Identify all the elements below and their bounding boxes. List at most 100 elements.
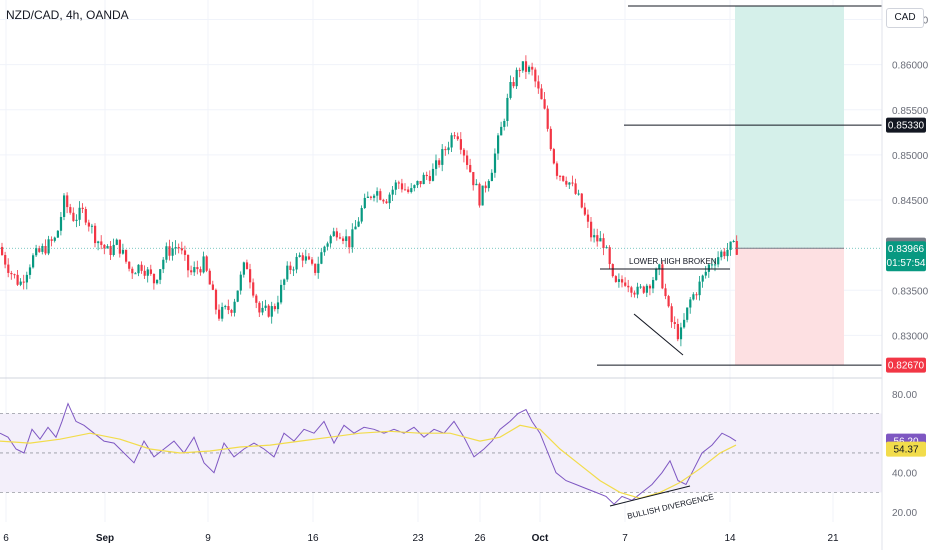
candle-body bbox=[214, 289, 218, 310]
level-lines bbox=[0, 5, 882, 366]
candle-body bbox=[617, 279, 621, 282]
candle-body bbox=[103, 244, 106, 249]
candle-body bbox=[329, 236, 332, 244]
candle-body bbox=[162, 259, 165, 270]
candle-body bbox=[373, 195, 376, 198]
x-tick-label: 16 bbox=[307, 533, 319, 544]
candle-body bbox=[726, 249, 729, 257]
candle-body bbox=[342, 238, 345, 241]
candle-body bbox=[661, 264, 664, 289]
candle-body bbox=[56, 230, 59, 238]
candle-body bbox=[171, 248, 174, 256]
divergence-trendline bbox=[633, 313, 684, 356]
candle-body bbox=[456, 136, 459, 140]
candle-body bbox=[354, 226, 357, 230]
candle-body bbox=[546, 108, 549, 129]
candle-body bbox=[146, 269, 149, 276]
candle-body bbox=[673, 322, 676, 325]
candle-body bbox=[689, 299, 692, 308]
candle-body bbox=[156, 279, 159, 284]
candle-body bbox=[686, 307, 689, 320]
candle-body bbox=[385, 201, 388, 204]
currency-button[interactable]: CAD bbox=[886, 8, 924, 28]
candle-body bbox=[692, 294, 695, 300]
candle-body bbox=[59, 216, 63, 231]
candle-body bbox=[360, 208, 363, 222]
candle-body bbox=[667, 296, 670, 307]
candle-body bbox=[497, 135, 500, 154]
candle-body bbox=[335, 231, 338, 238]
candle-body bbox=[233, 301, 236, 313]
candle-body bbox=[69, 207, 72, 213]
stop-loss-tag-text: 0.82670 bbox=[888, 361, 925, 372]
x-tick-label: 26 bbox=[474, 533, 486, 544]
candle-body bbox=[676, 324, 679, 340]
candle-body bbox=[469, 164, 472, 173]
candle-body bbox=[555, 163, 559, 176]
candle-body bbox=[503, 120, 506, 127]
y-tick-label: 0.86000 bbox=[892, 61, 929, 72]
candle-body bbox=[633, 292, 636, 295]
candle-body bbox=[593, 235, 596, 238]
candle-body bbox=[521, 61, 524, 71]
candle-body bbox=[317, 263, 320, 273]
candle-body bbox=[106, 246, 109, 249]
candle-body bbox=[583, 207, 586, 215]
candle-body bbox=[528, 66, 531, 72]
candle-body bbox=[314, 263, 317, 273]
candle-body bbox=[444, 149, 447, 151]
candle-body bbox=[125, 249, 128, 262]
rsi-tick-label: 80.00 bbox=[892, 390, 917, 401]
candle-body bbox=[224, 306, 227, 308]
candle-body bbox=[149, 269, 152, 274]
candle-body bbox=[87, 222, 90, 227]
candle-body bbox=[32, 255, 35, 268]
candle-body bbox=[571, 182, 574, 184]
candle-body bbox=[81, 207, 84, 210]
candle-body bbox=[404, 189, 407, 191]
candle-body bbox=[586, 214, 590, 222]
candle-body bbox=[44, 246, 47, 254]
candle-body bbox=[41, 246, 44, 252]
candle-body bbox=[28, 267, 32, 275]
rsi-ma-tag bbox=[886, 441, 926, 457]
candle-body bbox=[611, 264, 614, 277]
candle-body bbox=[1, 246, 4, 256]
candle-body bbox=[7, 264, 10, 273]
candle-body bbox=[283, 279, 286, 285]
candle-body bbox=[199, 269, 202, 273]
symbol-title: NZD/CAD, 4h, OANDA bbox=[6, 8, 129, 22]
candle-body bbox=[391, 189, 394, 195]
candle-body bbox=[466, 155, 469, 165]
candle-body bbox=[249, 269, 252, 283]
candle-body bbox=[78, 207, 81, 220]
candle-body bbox=[298, 255, 301, 257]
candle-body bbox=[202, 256, 205, 273]
candle-body bbox=[425, 174, 428, 177]
candle-body bbox=[707, 264, 710, 272]
x-tick-label: 14 bbox=[724, 533, 736, 544]
candle-body bbox=[4, 255, 7, 265]
candle-body bbox=[382, 199, 385, 202]
candle-body bbox=[19, 281, 22, 285]
candle-body bbox=[16, 274, 19, 285]
candle-body bbox=[493, 153, 497, 173]
annotations: LOWER HIGH BROKEN bbox=[629, 257, 717, 356]
candle-body bbox=[484, 185, 487, 189]
candle-body bbox=[714, 264, 717, 266]
candle-body bbox=[506, 97, 509, 121]
candle-body bbox=[518, 69, 521, 71]
candle-body bbox=[388, 194, 391, 204]
candle-body bbox=[236, 290, 239, 302]
candle-body bbox=[642, 286, 645, 293]
candle-body bbox=[295, 256, 298, 270]
candle-body bbox=[397, 182, 400, 184]
lower-high-broken-label: LOWER HIGH BROKEN bbox=[629, 257, 717, 266]
candle-body bbox=[655, 269, 658, 280]
candle-body bbox=[286, 265, 289, 280]
candle-body bbox=[183, 250, 187, 255]
candle-body bbox=[410, 188, 413, 192]
candle-body bbox=[245, 262, 249, 270]
candle-body bbox=[605, 247, 608, 249]
